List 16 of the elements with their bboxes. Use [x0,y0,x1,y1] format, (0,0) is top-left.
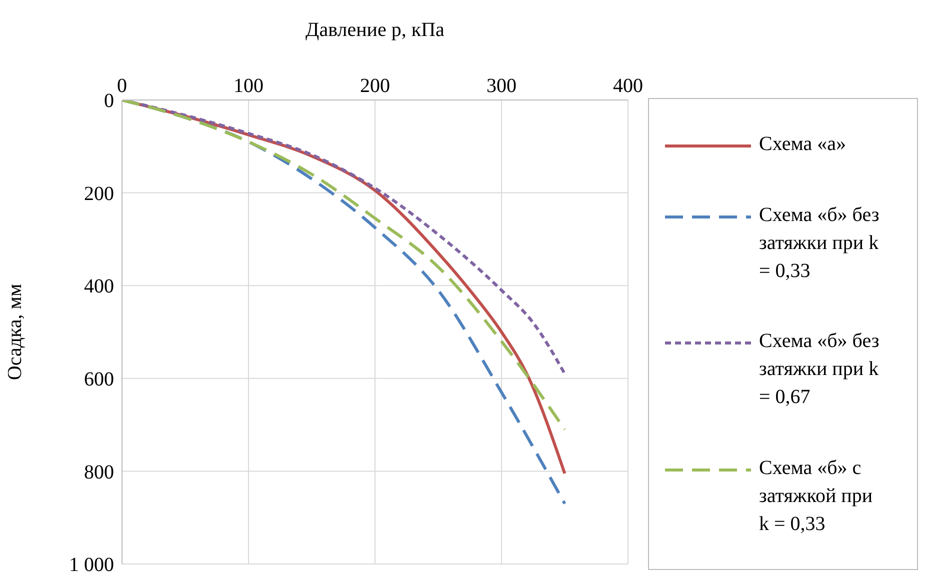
y-tick-label: 0 [104,90,114,112]
legend-label: Схема «б» с затяжкой при k = 0,33 [759,456,874,537]
y-tick-label: 800 [84,461,114,484]
x-tick-label: 300 [486,75,516,97]
x-tick-label: 100 [234,75,264,97]
x-tick-label: 400 [613,75,643,97]
x-tick-label: 200 [360,75,390,97]
y-tick-label: 400 [84,276,114,298]
legend-label: Схема «б» без затяжки при k = 0,67 [759,329,880,410]
y-axis-title: Осадка, мм [4,284,26,380]
legend-label: Схема «б» без затяжки при k = 0,33 [759,202,880,284]
y-tick-label: 200 [84,182,114,205]
legend-label: Схема «а» [759,132,847,158]
y-tick-label: 1 000 [69,554,114,576]
x-axis-title: Давление p, кПа [306,19,445,42]
y-tick-label: 600 [84,368,114,390]
